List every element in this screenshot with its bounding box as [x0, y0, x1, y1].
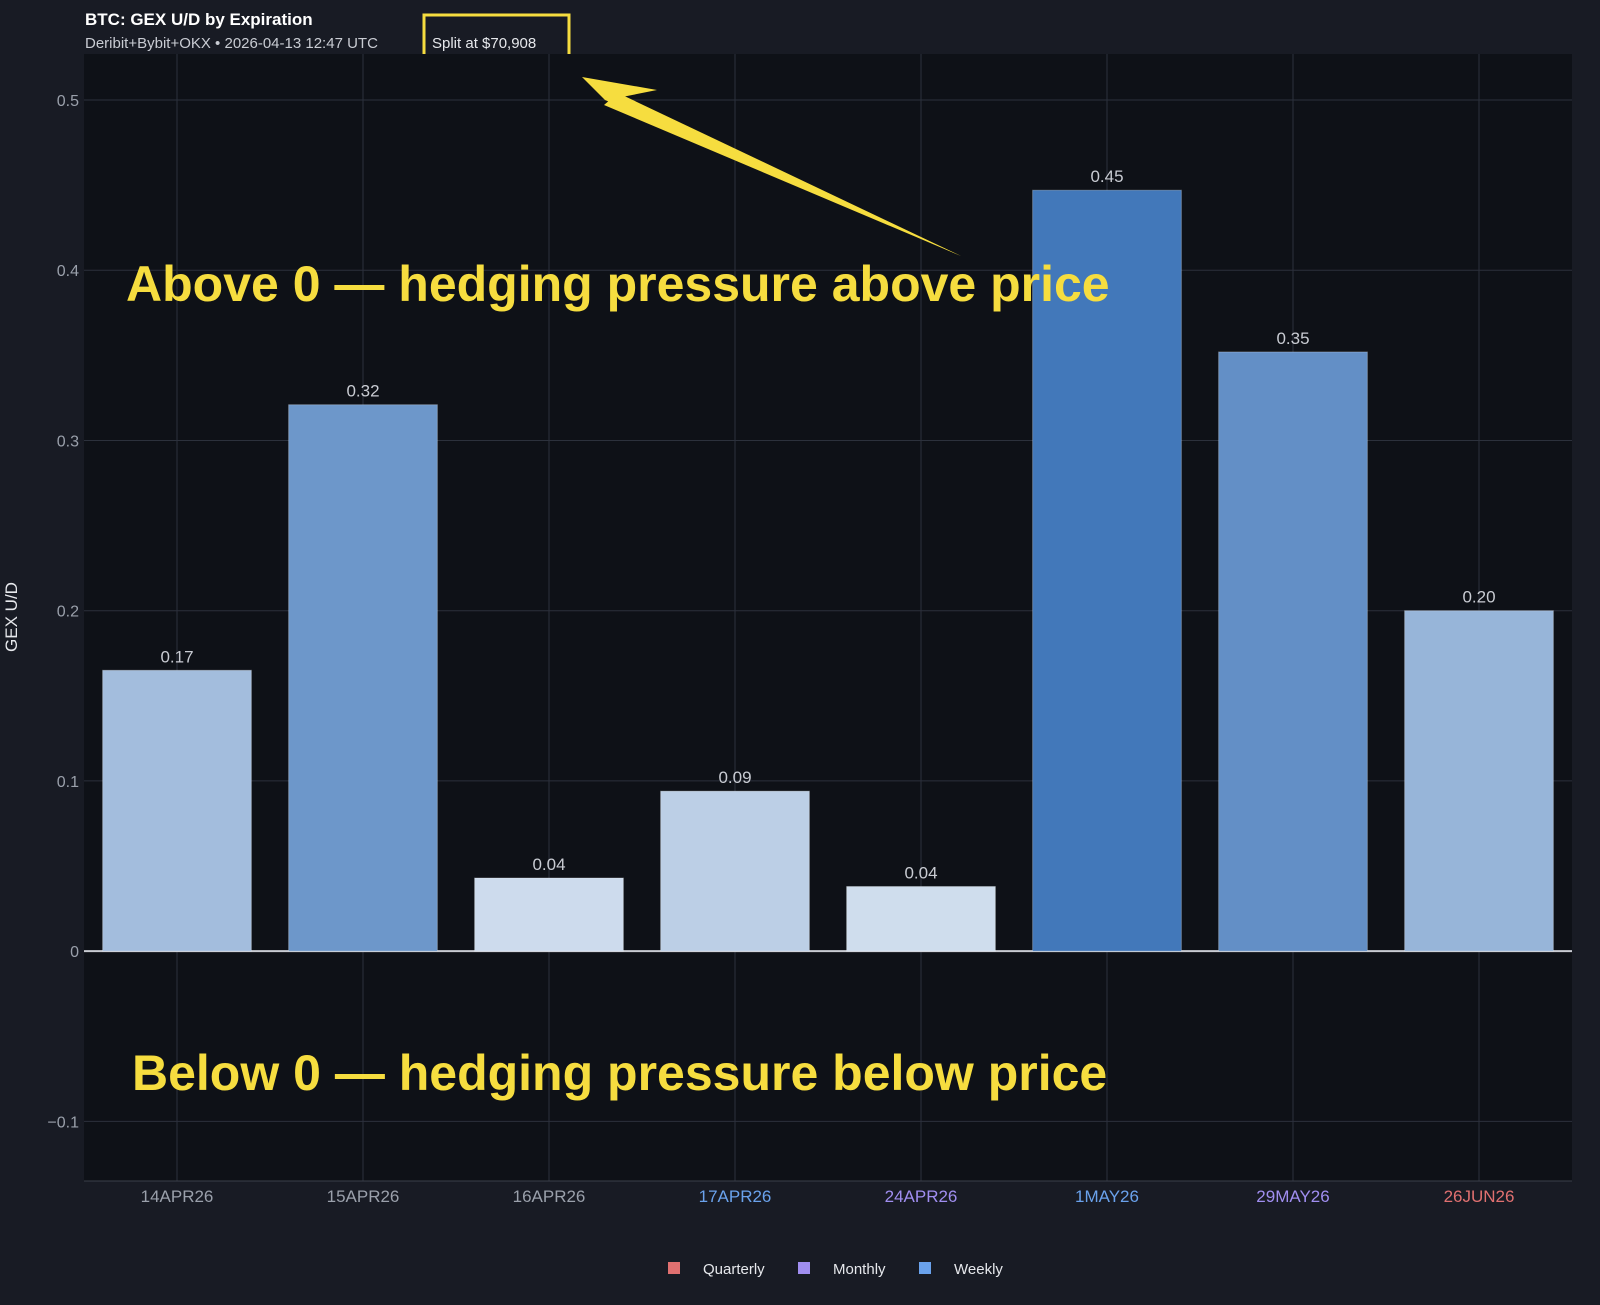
- x-tick-label: 1MAY26: [1075, 1187, 1139, 1206]
- bar-16APR26: [474, 877, 624, 952]
- y-tick-label: 0.4: [57, 263, 79, 280]
- x-tick-label: 15APR26: [327, 1187, 400, 1206]
- x-tick-label: 16APR26: [513, 1187, 586, 1206]
- annotation-above-zero: Above 0 — hedging pressure above price: [126, 256, 1110, 312]
- bar-value-label: 0.04: [904, 863, 937, 882]
- bar-29MAY26: [1218, 351, 1368, 952]
- chart-title: BTC: GEX U/D by Expiration: [85, 10, 313, 29]
- bar-15APR26: [288, 404, 438, 952]
- y-tick-label: 0.1: [57, 774, 79, 791]
- x-tick-label: 17APR26: [699, 1187, 772, 1206]
- bar-value-label: 0.09: [718, 768, 751, 787]
- y-axis-label: GEX U/D: [2, 582, 21, 652]
- annotation-arrow: [582, 77, 961, 256]
- bar-14APR26: [102, 669, 252, 952]
- x-tick-label: 14APR26: [141, 1187, 214, 1206]
- x-tick-label: 26JUN26: [1444, 1187, 1515, 1206]
- bar-1MAY26: [1032, 189, 1182, 952]
- legend: Quarterly Monthly Weekly: [668, 1261, 1003, 1278]
- legend-swatch-quarterly: [668, 1262, 680, 1274]
- y-tick-label: 0.2: [57, 604, 79, 621]
- bar-value-label: 0.17: [160, 647, 193, 666]
- x-tick-label: 24APR26: [885, 1187, 958, 1206]
- bar-value-label: 0.32: [346, 382, 379, 401]
- legend-swatch-weekly: [919, 1262, 931, 1274]
- y-tick-label: 0.3: [57, 433, 79, 450]
- legend-label-monthly: Monthly: [833, 1261, 886, 1278]
- legend-swatch-monthly: [798, 1262, 810, 1274]
- bar-17APR26: [660, 790, 810, 952]
- legend-label-quarterly: Quarterly: [703, 1261, 765, 1278]
- legend-label-weekly: Weekly: [954, 1261, 1003, 1278]
- x-tick-label: 29MAY26: [1256, 1187, 1329, 1206]
- bar-value-label: 0.20: [1462, 588, 1495, 607]
- bar-value-label: 0.04: [532, 855, 565, 874]
- bar-26JUN26: [1404, 610, 1554, 952]
- y-tick-label: 0.5: [57, 93, 79, 110]
- y-tick-label: −0.1: [47, 1114, 79, 1131]
- chart-subtitle: Deribit+Bybit+OKX • 2026-04-13 12:47 UTC: [85, 35, 378, 52]
- bar-24APR26: [846, 885, 996, 952]
- annotation-below-zero: Below 0 — hedging pressure below price: [132, 1045, 1107, 1101]
- bar-value-label: 0.45: [1090, 167, 1123, 186]
- split-note: Split at $70,908: [432, 35, 536, 52]
- y-tick-label: 0: [70, 944, 79, 961]
- bar-value-label: 0.35: [1276, 329, 1309, 348]
